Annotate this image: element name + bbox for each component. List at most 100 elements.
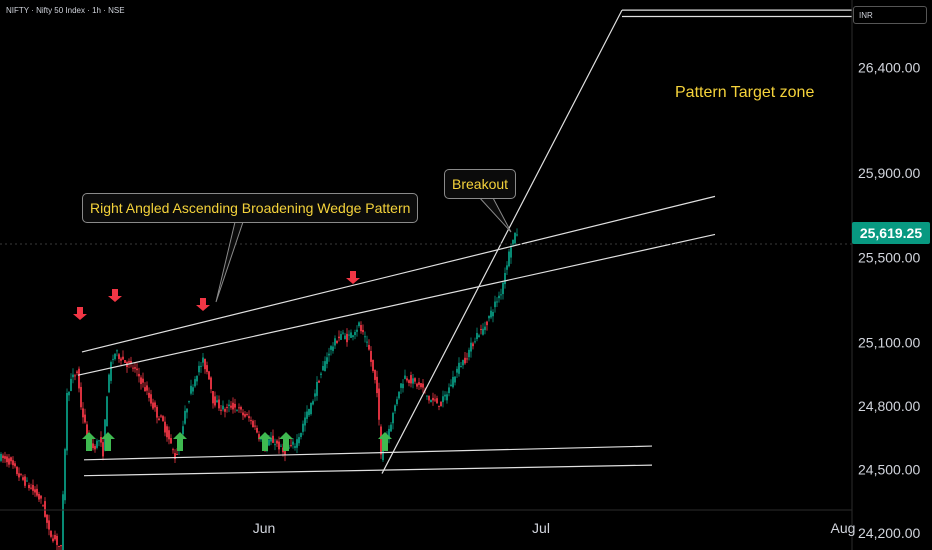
candle-body xyxy=(418,382,420,385)
candle-body xyxy=(274,444,276,446)
candle-body xyxy=(254,425,256,427)
candle-body xyxy=(458,362,460,374)
candle-body xyxy=(342,332,344,334)
candle-body xyxy=(42,505,44,507)
candle-body xyxy=(228,404,230,406)
candle-body xyxy=(194,379,196,387)
candle-body xyxy=(108,374,110,393)
price-axis[interactable]: 26,800.0026,400.0025,900.0025,500.0025,1… xyxy=(858,0,920,541)
candle-body xyxy=(170,437,172,444)
candle-body xyxy=(324,361,326,372)
candle-body xyxy=(284,450,286,455)
candle-body xyxy=(236,410,238,412)
candle-body xyxy=(504,273,506,285)
candle-body xyxy=(374,369,376,380)
candle-body xyxy=(2,455,4,459)
target-zone-label[interactable]: Pattern Target zone xyxy=(675,84,815,101)
candle-body xyxy=(122,356,124,360)
candle-body xyxy=(256,427,258,433)
candle-body xyxy=(78,368,80,389)
candle-body xyxy=(110,362,112,381)
candle-body xyxy=(366,341,368,343)
current-price-tag: 25,619.25 xyxy=(852,222,930,244)
candle-body xyxy=(466,358,468,360)
candle-body xyxy=(168,430,170,440)
candle-body xyxy=(460,366,462,368)
upper-trendline[interactable] xyxy=(81,195,716,353)
candle-body xyxy=(138,373,140,377)
time-axis[interactable]: Jun Jul Aug xyxy=(253,520,856,536)
candle-body xyxy=(350,332,352,338)
candle-body xyxy=(514,232,516,244)
buy-arrow-icon xyxy=(378,432,392,451)
x-tick-label: Jul xyxy=(532,520,550,536)
candle-body xyxy=(370,350,372,362)
candle-body xyxy=(478,335,480,338)
candle-body xyxy=(186,408,188,413)
candle-body xyxy=(482,328,484,335)
candle-body xyxy=(390,424,392,432)
candle-body xyxy=(0,453,2,461)
candle-body xyxy=(212,391,214,404)
candle-body xyxy=(294,446,296,448)
y-tick-label: 25,500.00 xyxy=(858,250,920,266)
candle-body xyxy=(312,401,314,405)
breakout-projection-line[interactable] xyxy=(381,9,623,474)
candle-body xyxy=(462,360,464,366)
upper-parallel-line[interactable] xyxy=(77,233,716,376)
candle-body xyxy=(164,421,166,433)
candle-body xyxy=(348,334,350,336)
candle-body xyxy=(290,445,292,447)
candle-body xyxy=(484,326,486,331)
pattern-callout[interactable]: Right Angled Ascending Broadening Wedge … xyxy=(82,193,419,223)
x-tick-label: Jun xyxy=(253,520,276,536)
candle-body xyxy=(154,402,156,408)
candle-body xyxy=(234,403,236,408)
currency-label[interactable]: INR xyxy=(853,6,927,24)
candle-body xyxy=(488,315,490,319)
candle-body xyxy=(198,365,200,373)
support-line-top[interactable] xyxy=(83,445,653,461)
candle-body xyxy=(62,494,64,550)
candle-body xyxy=(202,357,204,363)
candle-body xyxy=(224,409,226,412)
candle-body xyxy=(506,265,508,270)
candle-body xyxy=(204,358,206,370)
candle-body xyxy=(510,247,512,258)
candle-body xyxy=(242,412,244,416)
symbol-info[interactable]: NIFTY · Nifty 50 Index · 1h · NSE xyxy=(6,6,125,15)
candle-body xyxy=(434,399,436,401)
candle-body xyxy=(438,405,440,407)
candle-body xyxy=(244,414,246,417)
candle-body xyxy=(162,416,164,422)
candle-body xyxy=(472,343,474,347)
breakout-callout[interactable]: Breakout xyxy=(444,169,517,199)
candle-body xyxy=(142,378,144,383)
candle-body xyxy=(140,377,142,385)
candle-body xyxy=(394,405,396,412)
candle-body xyxy=(500,294,502,296)
candle-body xyxy=(400,383,402,388)
sell-arrow-icon xyxy=(196,298,210,311)
candle-body xyxy=(66,392,68,451)
candle-body xyxy=(124,360,126,363)
drawing-lines xyxy=(77,9,852,477)
candle-body xyxy=(358,322,360,327)
candle-body xyxy=(456,368,458,373)
candle-body xyxy=(356,329,358,332)
candle-body xyxy=(468,349,470,358)
candle-body xyxy=(410,375,412,384)
candle-body xyxy=(208,371,210,380)
candle-body xyxy=(12,460,14,466)
candle-body xyxy=(148,392,150,398)
candle-body xyxy=(474,341,476,343)
candle-body xyxy=(190,385,192,394)
candle-body xyxy=(408,380,410,384)
candle-body xyxy=(346,333,348,343)
support-line-bottom[interactable] xyxy=(83,464,653,477)
candle-body xyxy=(94,446,96,450)
candle-body xyxy=(192,387,194,392)
candle-body xyxy=(368,344,370,350)
candle-body xyxy=(392,412,394,424)
